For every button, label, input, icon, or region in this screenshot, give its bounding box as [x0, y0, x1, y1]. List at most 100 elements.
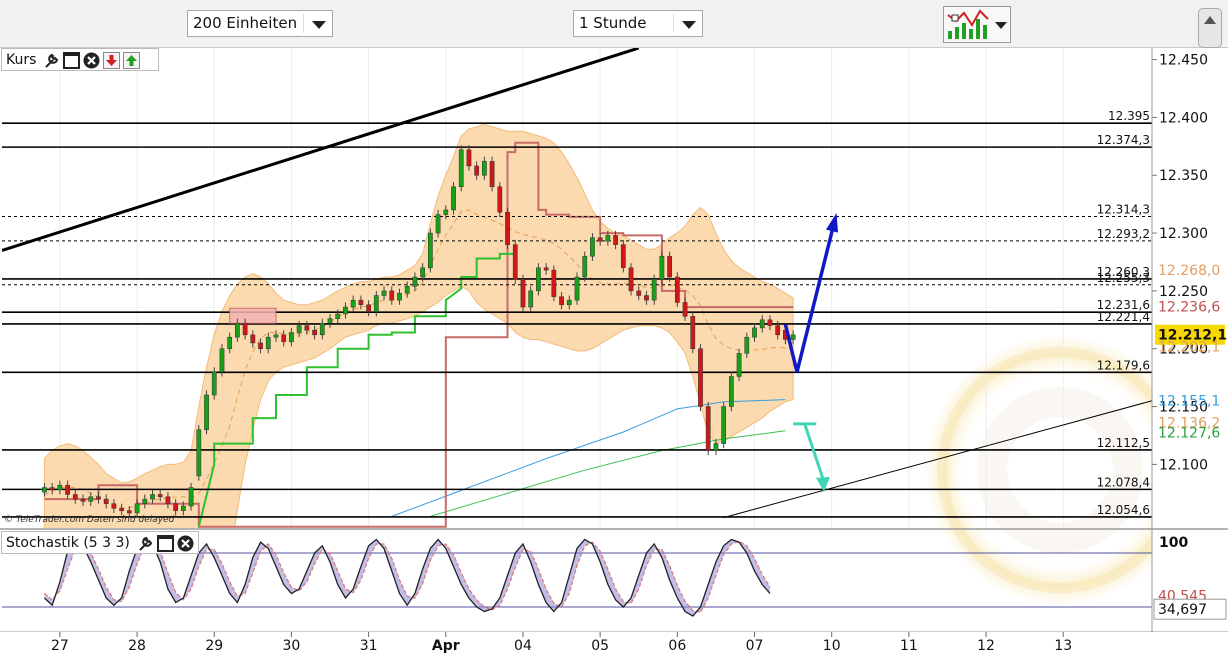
candle-body [528, 290, 534, 308]
price-tick-label: 12.100 [1159, 457, 1208, 473]
blue-moving-average [391, 399, 786, 517]
chevron-down-icon[interactable] [682, 21, 696, 29]
stochastic-fill [44, 538, 770, 616]
candle-body [335, 313, 341, 319]
candle-body [165, 496, 171, 504]
candle-body [211, 371, 217, 396]
candle-body [343, 306, 348, 315]
stochastic-d-line [43, 540, 771, 614]
wrench-icon[interactable] [137, 535, 154, 552]
bollinger-middle [44, 209, 794, 509]
trendline [723, 400, 1152, 519]
x-tick-label: 05 [591, 638, 609, 654]
candle-body [150, 494, 155, 500]
candle-body [551, 269, 557, 297]
candle-body [412, 276, 418, 287]
candle-body [628, 267, 634, 292]
price-tick-label: 12.250 [1159, 284, 1208, 300]
move-up-icon[interactable] [122, 51, 140, 69]
horizontal-level-label: 12.293,2 [1097, 227, 1150, 241]
candle-body [713, 443, 719, 451]
move-down-icon[interactable] [102, 51, 120, 69]
close-icon[interactable] [177, 535, 194, 552]
candle-body [312, 329, 317, 336]
teal-arrow-shaft [803, 423, 826, 483]
candle-body [188, 487, 194, 507]
price-tick-label: 12.300 [1159, 226, 1208, 242]
candle-body [258, 342, 263, 349]
chart-type-button[interactable] [943, 6, 1011, 43]
candle-body [536, 267, 541, 292]
candle-body [134, 503, 140, 514]
candle-body [744, 336, 750, 354]
candle-body [304, 325, 310, 331]
candle-body [752, 327, 757, 338]
candle-body [520, 279, 526, 308]
candle-body [96, 496, 101, 500]
candle-body [512, 244, 518, 280]
chevron-down-icon[interactable] [312, 21, 326, 29]
candle-body [597, 237, 603, 242]
axes: 12.39512.374,312.314,312.293,212.260,312… [0, 48, 1228, 663]
units-select-separator [303, 14, 304, 33]
resistance-box [229, 307, 277, 324]
x-tick-label: 10 [823, 638, 841, 654]
candle-body [381, 290, 387, 296]
candle-body [350, 299, 356, 308]
wrench-icon[interactable] [43, 52, 60, 69]
x-tick-label: 06 [668, 638, 686, 654]
candle-body [196, 429, 202, 477]
candle-body [281, 334, 287, 343]
candle-body [443, 209, 449, 215]
maximize-icon[interactable] [157, 534, 175, 552]
x-tick-label: 13 [1054, 638, 1072, 654]
candle-body [590, 237, 595, 257]
candle-body [620, 244, 626, 269]
close-icon[interactable] [83, 52, 100, 69]
copyright-note: © TeleTrader.com Daten sind delayed [4, 515, 175, 525]
candle-body [227, 336, 233, 349]
candle-body [88, 496, 94, 502]
price-marker-label: 12.127,6 [1158, 425, 1220, 441]
chevron-up-icon [1204, 16, 1216, 24]
blue-forecast-arrow [783, 216, 838, 373]
candle-body [790, 334, 796, 340]
candle-body [389, 290, 395, 301]
candle-body [451, 186, 456, 211]
candle-body [775, 325, 781, 336]
candle-body [397, 292, 402, 301]
units-select[interactable]: 200 Einheiten [187, 10, 333, 37]
stochastic-d-value: 34,697 [1158, 602, 1207, 618]
interval-select[interactable]: 1 Stunde [573, 10, 703, 37]
candle-body [204, 394, 209, 430]
x-tick-label: 04 [514, 638, 532, 654]
candle-body [366, 304, 371, 312]
green-moving-average [430, 430, 786, 517]
horizontal-level-label: 12.112,5 [1097, 436, 1150, 450]
candle-body [543, 267, 549, 271]
x-tick-label: 27 [51, 638, 69, 654]
stochastic-k-line [43, 537, 771, 617]
price-marker-label: 12.236,6 [1158, 299, 1220, 315]
candle-body [489, 161, 495, 188]
candle-body [273, 334, 279, 338]
maximize-icon[interactable] [62, 51, 80, 69]
candle-body [181, 505, 186, 511]
x-tick-label: 07 [746, 638, 764, 654]
stochastic-panel-label: Stochastik (5 3 3) [6, 535, 130, 551]
x-tick-label: 11 [900, 638, 918, 654]
price-marker-label: 12.202,1 [1158, 339, 1220, 355]
candle-body [103, 498, 109, 504]
candle-body [505, 211, 510, 245]
candle-body [559, 296, 564, 306]
price-tick-label: 12.200 [1159, 342, 1208, 358]
candle-body [296, 325, 302, 333]
candle-body [497, 186, 503, 213]
scroll-up-button[interactable] [1198, 8, 1222, 48]
price-tick-label: 12.150 [1159, 400, 1208, 416]
candle-body [566, 299, 572, 306]
horizontal-level-label: 12.255,3 [1097, 271, 1150, 285]
candle-body [458, 149, 464, 188]
horizontal-level-label: 12.231,6 [1097, 298, 1150, 312]
